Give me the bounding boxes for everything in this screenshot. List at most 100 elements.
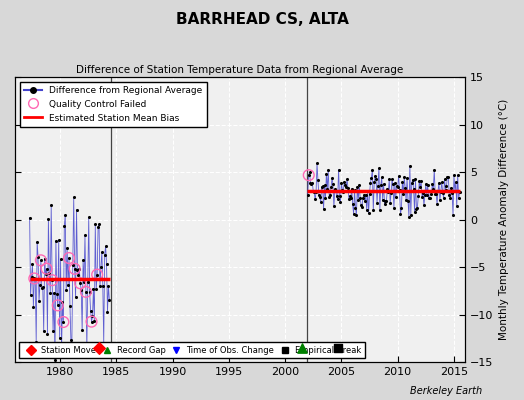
Point <box>321 195 330 201</box>
Point <box>41 271 50 277</box>
Point <box>30 275 38 282</box>
Point <box>420 202 428 208</box>
Point <box>93 272 101 278</box>
Point <box>350 210 358 217</box>
Point <box>88 313 96 320</box>
Text: BARRHEAD CS, ALTA: BARRHEAD CS, ALTA <box>176 12 348 27</box>
Point <box>102 260 111 267</box>
Point <box>440 194 448 201</box>
Point <box>383 186 391 192</box>
Point <box>402 197 410 204</box>
Point <box>404 198 412 204</box>
Point <box>343 176 351 182</box>
Point <box>387 190 395 196</box>
Point <box>376 206 384 213</box>
Point <box>351 187 359 193</box>
Point <box>339 189 347 195</box>
Point <box>73 267 82 273</box>
Point <box>101 252 109 258</box>
Point <box>334 166 343 173</box>
Point <box>375 165 383 171</box>
Point <box>435 180 443 186</box>
Point <box>84 279 92 285</box>
Point <box>347 185 356 192</box>
Point <box>40 255 49 262</box>
Point <box>442 183 451 190</box>
Point <box>341 182 350 188</box>
Point <box>305 169 314 176</box>
Point <box>401 184 409 191</box>
Point <box>90 318 99 324</box>
Point <box>424 195 433 202</box>
Point <box>327 184 335 191</box>
Point <box>336 198 345 205</box>
Point <box>304 172 313 178</box>
Point <box>57 256 65 262</box>
Point <box>430 166 439 173</box>
Point <box>37 257 45 264</box>
Point <box>364 188 372 194</box>
Point <box>27 274 36 280</box>
Point <box>412 206 421 212</box>
Point <box>388 176 396 182</box>
Point <box>418 194 426 200</box>
Point <box>28 261 37 267</box>
Point <box>43 330 52 337</box>
Point <box>390 204 398 211</box>
Point <box>59 319 68 325</box>
Point <box>31 275 39 282</box>
Point <box>438 179 446 186</box>
Point <box>58 299 67 306</box>
Point <box>362 192 370 198</box>
Point <box>352 212 361 218</box>
Point <box>96 283 104 290</box>
Point <box>105 297 114 303</box>
Point <box>325 194 333 200</box>
Point <box>68 340 76 347</box>
Point <box>94 224 102 230</box>
Point <box>421 192 429 198</box>
Point <box>91 221 100 228</box>
Point <box>65 255 73 261</box>
Point <box>63 245 71 251</box>
Point <box>60 222 69 229</box>
Point <box>103 309 112 315</box>
Point <box>333 196 342 202</box>
Point <box>71 294 80 301</box>
Point <box>83 344 91 350</box>
Point <box>85 289 94 296</box>
Text: Berkeley Earth: Berkeley Earth <box>410 386 482 396</box>
Point <box>443 174 452 180</box>
Point <box>32 339 40 345</box>
Point <box>298 345 306 351</box>
Point <box>62 287 70 294</box>
Point <box>379 181 388 187</box>
Point <box>422 181 430 187</box>
Point <box>93 272 101 278</box>
Point <box>429 186 438 192</box>
Point <box>407 212 415 218</box>
Point <box>400 174 408 180</box>
Point <box>70 194 78 201</box>
Point <box>319 183 327 190</box>
Point <box>48 277 57 283</box>
Point <box>340 178 348 185</box>
Point <box>46 289 54 296</box>
Point <box>33 239 41 245</box>
Point <box>346 192 354 199</box>
Point <box>453 172 462 178</box>
Point <box>397 205 406 211</box>
Point <box>42 266 51 272</box>
Point <box>423 182 432 188</box>
Point <box>338 186 346 193</box>
Point <box>315 194 324 200</box>
Point <box>322 170 331 177</box>
Point <box>382 198 390 204</box>
Point <box>384 189 392 196</box>
Point <box>425 195 434 202</box>
Point <box>449 212 457 218</box>
Point <box>52 290 61 297</box>
Point <box>366 179 375 186</box>
Point <box>59 319 68 325</box>
Point <box>432 191 440 197</box>
